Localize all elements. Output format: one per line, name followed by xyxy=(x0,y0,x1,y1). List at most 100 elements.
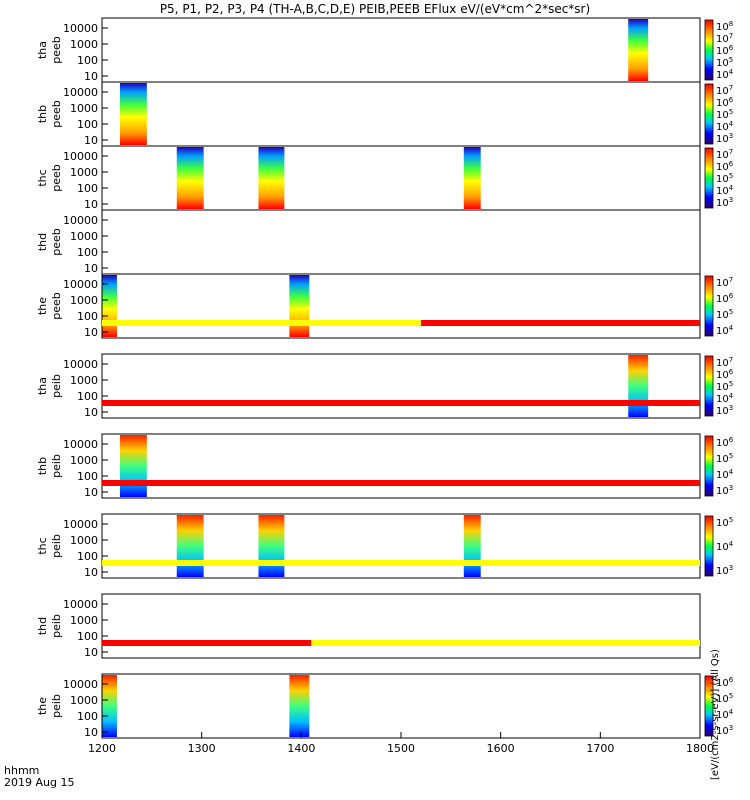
spectrogram-block xyxy=(289,675,310,737)
colorbar-tick-label: 103 xyxy=(716,132,733,145)
status-bar-segment xyxy=(311,640,700,646)
colorbar-tick-label: 103 xyxy=(716,564,733,577)
spectrogram-block xyxy=(628,355,649,417)
panel-label-probe: thc xyxy=(36,537,49,554)
y-tick-label: 10000 xyxy=(63,278,98,291)
panel-label-probe: thd xyxy=(36,233,49,251)
status-bar-segment xyxy=(420,320,700,326)
panel-frame xyxy=(101,273,701,339)
y-tick-label: 100 xyxy=(77,710,98,723)
colorbar-tick-label: 106 xyxy=(716,96,734,109)
colorbar-tick-label: 103 xyxy=(716,404,733,417)
colorbar-tick-label: 107 xyxy=(716,356,733,369)
panel-label-probe: thb xyxy=(36,105,49,123)
y-tick-label: 10 xyxy=(84,70,98,83)
y-tick-label: 100 xyxy=(77,118,98,131)
y-tick-label: 10 xyxy=(84,198,98,211)
time-unit-label: hhmm xyxy=(4,764,40,777)
y-tick-label: 10000 xyxy=(63,678,98,691)
panel-label-probe: thd xyxy=(36,617,49,635)
colorbar-tick-label: 104 xyxy=(716,120,734,133)
y-tick-label: 10000 xyxy=(63,22,98,35)
panel-frame xyxy=(101,209,701,275)
y-tick-label: 10 xyxy=(84,726,98,739)
y-tick-label: 10000 xyxy=(63,358,98,371)
colorbar-tick-label: 104 xyxy=(716,68,734,81)
panel-label-probe: the xyxy=(36,297,49,315)
colorbar-tick-label: 107 xyxy=(716,84,733,97)
colorbar-tick-label: 105 xyxy=(716,692,733,705)
status-bar-segment xyxy=(102,640,312,646)
colorbar-tick-label: 104 xyxy=(716,708,734,721)
panel-frame xyxy=(101,673,701,739)
status-bar-segment xyxy=(102,560,700,566)
y-tick-label: 10 xyxy=(84,262,98,275)
y-tick-label: 100 xyxy=(77,470,98,483)
colorbar xyxy=(704,275,714,337)
y-tick-label: 10000 xyxy=(63,150,98,163)
y-tick-label: 100 xyxy=(77,550,98,563)
y-tick-label: 10000 xyxy=(63,518,98,531)
colorbar-tick-label: 106 xyxy=(716,44,734,57)
colorbar-tick-label: 105 xyxy=(716,56,733,69)
panel-label-product: peib xyxy=(50,614,63,638)
x-tick-label: 1300 xyxy=(188,742,216,755)
panel-frame xyxy=(101,593,701,659)
panel-label-probe: tha xyxy=(36,41,49,59)
y-tick-label: 10000 xyxy=(63,214,98,227)
colorbar-tick-label: 103 xyxy=(716,724,733,737)
spectrogram-block xyxy=(176,147,204,209)
y-tick-label: 100 xyxy=(77,182,98,195)
panel-frame xyxy=(101,513,701,579)
colorbar-tick-label: 104 xyxy=(716,324,734,337)
colorbar xyxy=(704,83,714,145)
spectrogram-block xyxy=(119,83,147,145)
y-tick-label: 100 xyxy=(77,54,98,67)
panel-frame xyxy=(101,353,701,419)
colorbar-tick-label: 105 xyxy=(716,452,733,465)
colorbar-tick-label: 105 xyxy=(716,172,733,185)
colorbar-tick-label: 105 xyxy=(716,308,733,321)
y-tick-label: 10 xyxy=(84,486,98,499)
x-tick-label: 1700 xyxy=(586,742,614,755)
y-tick-label: 100 xyxy=(77,246,98,259)
y-tick-label: 1000 xyxy=(70,374,98,387)
spectrogram-block xyxy=(258,147,285,209)
colorbar-tick-label: 104 xyxy=(716,540,734,553)
colorbar xyxy=(704,675,714,737)
colorbar-tick-label: 106 xyxy=(716,436,734,449)
colorbar-tick-label: 107 xyxy=(716,32,733,45)
colorbar-tick-label: 106 xyxy=(716,292,734,305)
spectrogram-block xyxy=(463,147,481,209)
x-tick-label: 1500 xyxy=(387,742,415,755)
spectrogram-block xyxy=(258,515,285,577)
panel-frame xyxy=(101,433,701,499)
y-tick-label: 100 xyxy=(77,310,98,323)
panel-label-probe: thb xyxy=(36,457,49,475)
y-tick-label: 1000 xyxy=(70,38,98,51)
x-tick-label: 1400 xyxy=(287,742,315,755)
colorbar-tick-label: 106 xyxy=(716,368,734,381)
status-bar-segment xyxy=(102,480,700,486)
panel-label-probe: the xyxy=(36,697,49,715)
y-tick-label: 10 xyxy=(84,326,98,339)
panel-label-product: peeb xyxy=(50,292,63,320)
spectrogram-block xyxy=(628,19,649,81)
y-tick-label: 1000 xyxy=(70,166,98,179)
y-tick-label: 1000 xyxy=(70,534,98,547)
panel-label-product: peib xyxy=(50,374,63,398)
y-tick-label: 10 xyxy=(84,406,98,419)
y-tick-label: 1000 xyxy=(70,294,98,307)
x-tick-label: 1200 xyxy=(88,742,116,755)
x-tick-label: 1800 xyxy=(686,742,714,755)
colorbar xyxy=(704,355,714,417)
chart-title: P5, P1, P2, P3, P4 (TH-A,B,C,D,E) PEIB,P… xyxy=(159,2,591,16)
spectrogram-block xyxy=(102,675,117,737)
spectrogram-block xyxy=(463,515,481,577)
y-tick-label: 1000 xyxy=(70,614,98,627)
panel-label-product: peib xyxy=(50,694,63,718)
panel-label-product: peib xyxy=(50,534,63,558)
colorbar-tick-label: 105 xyxy=(716,380,733,393)
y-tick-label: 10 xyxy=(84,566,98,579)
